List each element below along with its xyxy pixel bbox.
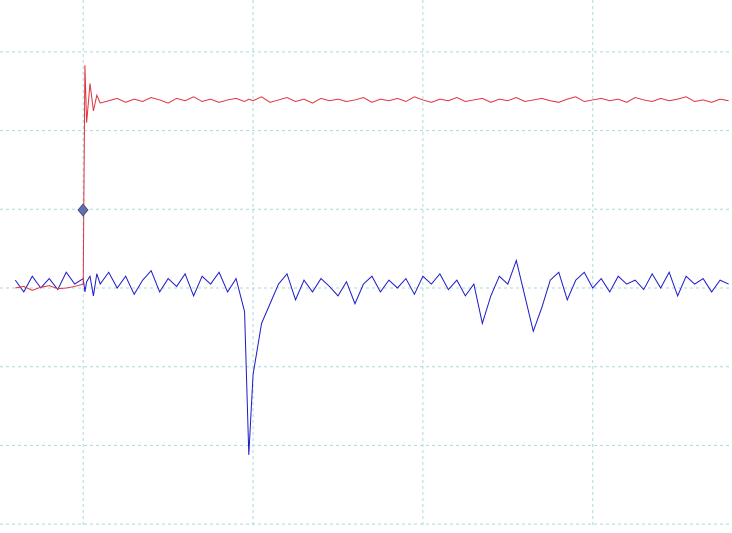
traces <box>14 65 729 455</box>
trace <box>14 258 729 455</box>
trigger-marker <box>77 203 89 217</box>
trace <box>15 65 729 291</box>
